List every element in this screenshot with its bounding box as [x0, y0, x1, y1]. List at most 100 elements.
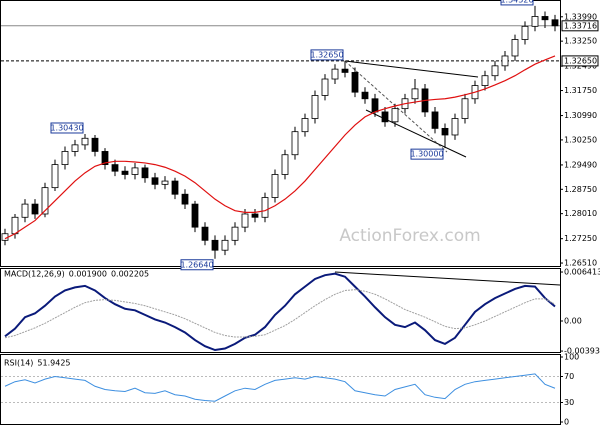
candle-body [381, 111, 389, 123]
candle-body [501, 55, 509, 67]
candle-body [91, 137, 99, 152]
candle-body [291, 131, 299, 156]
candle-body [191, 203, 199, 228]
candle-body [311, 95, 319, 119]
y-tick-label: 1.33990 [564, 12, 597, 21]
candle-body [261, 197, 269, 218]
trendline [334, 271, 561, 286]
candle-body [101, 151, 109, 166]
trendline [344, 60, 479, 78]
candle-body [241, 213, 249, 228]
candle-body [371, 98, 379, 113]
candle-body [121, 170, 129, 175]
indicator-line [4, 272, 556, 352]
y-tick-label: 1.29490 [564, 160, 597, 169]
candle-body [521, 25, 529, 40]
candle-body [271, 174, 279, 198]
current-price-box [561, 20, 599, 32]
annotation-label: 1.34320 [500, 0, 533, 4]
candle-body [511, 39, 519, 57]
candle-body [361, 91, 369, 100]
candle-body [411, 88, 419, 100]
candle-body [41, 187, 49, 215]
y-tick-label: 0 [564, 418, 569, 427]
candle-body [491, 65, 499, 77]
candle-body [281, 154, 289, 175]
y-tick-label: -0.003938 [564, 347, 600, 356]
price-panel [0, 0, 561, 267]
y-tick-label: 0.006413 [564, 268, 600, 277]
indicator-line [4, 373, 556, 402]
candle-body [81, 137, 89, 146]
y-tick-label: 0.00 [564, 316, 582, 325]
indicator-value: 0.001900 [69, 270, 107, 279]
macd-panel [0, 268, 561, 353]
candle-body [251, 213, 259, 218]
y-tick-label: 30 [564, 398, 574, 407]
indicator-title: RSI(14) [4, 359, 33, 368]
indicator-title: MACD(12,26,9) [4, 270, 65, 279]
annotation-box [500, 0, 534, 6]
y-tick-label: 1.30250 [564, 135, 597, 144]
candle-body [31, 203, 39, 215]
candle-body [181, 193, 189, 205]
candle-body [451, 118, 459, 136]
candle-body [301, 118, 309, 133]
annotation-label: 1.32650 [310, 50, 343, 59]
candle-body [221, 239, 229, 251]
y-tick-label: 1.31750 [564, 86, 597, 95]
current-price-label: 1.33716 [564, 21, 597, 30]
indicator-line [4, 289, 556, 339]
candle-body [151, 177, 159, 185]
candle-body [71, 144, 79, 152]
annotation-box [180, 259, 214, 271]
candle-body [21, 203, 29, 218]
indicator-value: 0.002205 [111, 270, 149, 279]
candle-body [201, 226, 209, 241]
trendline [344, 60, 448, 153]
candle-body [441, 127, 449, 136]
candle-body [431, 111, 439, 129]
candle-body [111, 164, 119, 172]
candle-body [321, 78, 329, 96]
level-label: 1.32650 [564, 56, 597, 65]
y-tick-label: 70 [564, 372, 574, 381]
annotation-label: 1.26640 [180, 260, 213, 269]
annotation-label: 1.30000 [410, 150, 443, 159]
candle-body [541, 16, 549, 21]
candle-body [391, 108, 399, 123]
annotation-label: 1.30430 [50, 123, 83, 132]
y-tick-label: 1.27250 [564, 234, 597, 243]
candle-body [171, 180, 179, 195]
candle-body [351, 72, 359, 93]
y-tick-label: 1.26510 [564, 259, 597, 268]
rsi-panel [0, 354, 561, 425]
y-tick-label: 1.30990 [564, 111, 597, 120]
candle-body [61, 151, 69, 166]
candle-body [481, 75, 489, 86]
indicator-value: 51.9425 [37, 359, 70, 368]
candle-body [161, 180, 169, 185]
y-tick-label: 1.28750 [564, 185, 597, 194]
candle-body [51, 164, 59, 189]
annotation-box [310, 49, 344, 61]
candle-body [131, 167, 139, 175]
candle-body [461, 98, 469, 119]
annotation-box [410, 148, 444, 160]
annotation-box [50, 122, 84, 134]
candle-body [531, 16, 539, 27]
candle-body [141, 167, 149, 179]
candle-body [551, 19, 559, 27]
y-tick-label: 100 [564, 353, 579, 362]
level-box [561, 55, 599, 67]
candle-body [11, 216, 19, 235]
y-tick-label: 1.28010 [564, 209, 597, 218]
candle-body [211, 239, 219, 251]
candle-body [331, 68, 339, 80]
candle-body [341, 68, 349, 73]
watermark: ActionForex.com [339, 226, 480, 246]
candle-body [231, 226, 239, 241]
